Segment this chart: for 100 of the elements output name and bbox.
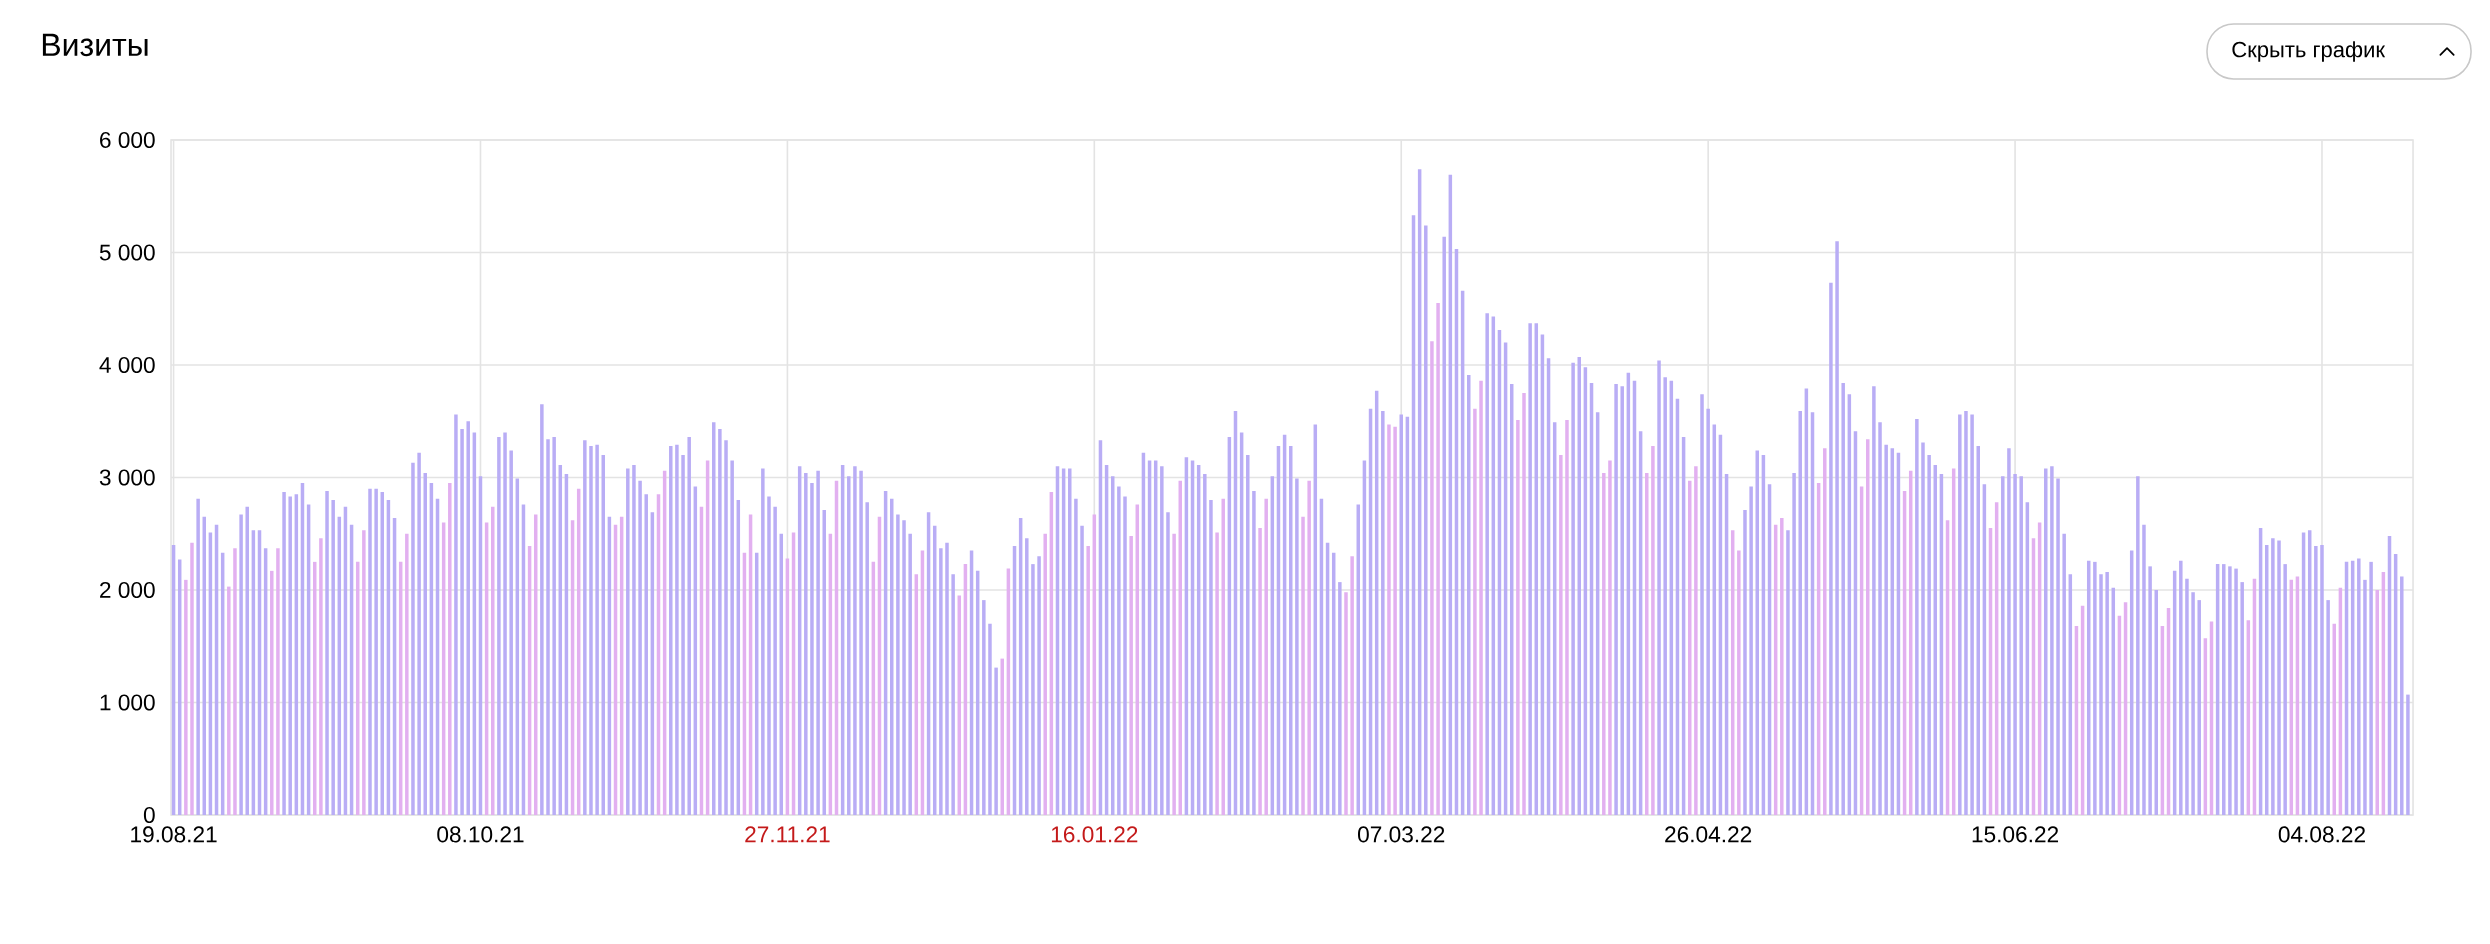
bar [1571, 362, 1575, 815]
bar [724, 440, 728, 815]
bar [1387, 424, 1391, 815]
bar [1700, 394, 1704, 815]
bar [1835, 241, 1839, 815]
bar [2105, 571, 2109, 815]
bar [1651, 445, 1655, 815]
bar [1878, 422, 1882, 815]
bar [2148, 566, 2152, 815]
bar [2234, 568, 2238, 815]
bar [583, 440, 587, 815]
bar [1743, 510, 1747, 815]
bar [1086, 546, 1090, 815]
bar [773, 506, 777, 815]
x-tick-label: 19.08.21 [131, 826, 217, 843]
bar [1246, 454, 1250, 815]
bar [1657, 360, 1661, 815]
bar [282, 492, 286, 815]
x-tick-label: 27.11.21 [745, 826, 830, 843]
bar [319, 538, 323, 815]
bar [1614, 384, 1618, 815]
bar [675, 444, 679, 815]
bar [1307, 480, 1311, 815]
bar [1645, 472, 1649, 815]
bar [331, 499, 335, 815]
bar [1786, 530, 1790, 815]
bar [1129, 535, 1133, 815]
bar [2228, 566, 2232, 815]
bar [816, 470, 820, 815]
bar [902, 520, 906, 815]
bar [822, 510, 826, 815]
bar [847, 476, 851, 815]
bar [1381, 411, 1385, 815]
bar [2044, 468, 2048, 815]
bar [2406, 694, 2410, 815]
bar [1608, 460, 1612, 815]
bar [896, 514, 900, 815]
bar [1473, 408, 1477, 815]
bar [2314, 546, 2318, 815]
bar [1203, 474, 1207, 815]
bar [626, 468, 630, 815]
bar [767, 496, 771, 815]
bar [1829, 282, 1833, 815]
bar [939, 548, 943, 815]
bar [908, 533, 912, 815]
bar [1258, 528, 1262, 815]
bar [1221, 498, 1225, 815]
bar [1823, 448, 1827, 815]
bar [632, 465, 636, 815]
bar [1964, 411, 1968, 815]
y-tick-label: 1 000 [100, 694, 155, 711]
bar [2191, 592, 2195, 815]
bar [546, 439, 550, 815]
bar [2271, 538, 2275, 815]
x-tick-label: 15.06.22 [1972, 826, 2059, 843]
bar [1160, 466, 1164, 815]
bar [1025, 538, 1029, 815]
bar [184, 579, 188, 815]
bar [1301, 516, 1305, 815]
bar [1215, 532, 1219, 815]
bar [411, 462, 415, 815]
bar [2357, 558, 2361, 815]
bar [1737, 550, 1741, 815]
bar [2001, 476, 2005, 815]
bar [1798, 411, 1802, 815]
bar [288, 496, 292, 815]
bar [1172, 533, 1176, 815]
bar [497, 436, 501, 815]
bar [2136, 476, 2140, 815]
bar [1479, 380, 1483, 815]
bar [2007, 448, 2011, 815]
bar [2326, 600, 2330, 815]
bar [1516, 420, 1520, 815]
bar [687, 436, 691, 815]
y-tick-label: 6 000 [100, 131, 155, 149]
bar [1866, 439, 1870, 815]
bar [1031, 564, 1035, 815]
bar [1884, 444, 1888, 815]
bar [423, 472, 427, 815]
bar [540, 404, 544, 815]
bar [1780, 517, 1784, 815]
bar [2050, 466, 2054, 815]
bar [1430, 341, 1434, 815]
bar [2062, 533, 2066, 815]
bar [1792, 472, 1796, 815]
bar [2375, 589, 2379, 815]
y-tick-label: 5 000 [99, 244, 155, 261]
bar [1927, 454, 1931, 815]
bar [239, 514, 243, 815]
bar [1694, 466, 1698, 815]
bar [245, 506, 249, 815]
bar [1442, 236, 1446, 815]
bar [491, 506, 495, 815]
bar [865, 502, 869, 815]
bar [2099, 574, 2103, 815]
bar [2197, 600, 2201, 815]
bar [503, 432, 507, 815]
x-tick-label: 16.01.22 [1051, 826, 1138, 843]
bar [2400, 576, 2404, 815]
bar [669, 445, 673, 815]
